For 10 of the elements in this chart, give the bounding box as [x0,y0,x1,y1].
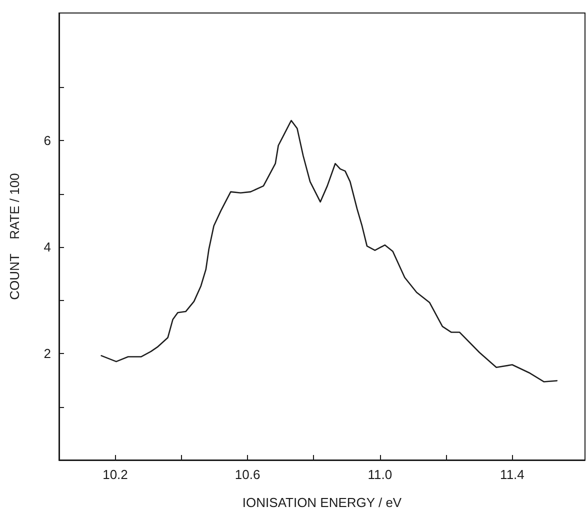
x-axis-title: IONISATION ENERGY / eV [242,495,402,510]
y-tick-label: 2 [44,346,51,362]
y-tick-label: 4 [44,240,51,255]
y-axis-title: COUNT RATE / 100 [7,173,22,300]
x-tick-label: 10.2 [102,467,128,482]
line-series [100,120,558,382]
x-tick-label: 11.4 [500,467,524,482]
x-tick-label: 11.0 [368,467,392,482]
y-tick-label: 6 [44,133,51,148]
x-tick-label: 10.6 [234,467,260,482]
